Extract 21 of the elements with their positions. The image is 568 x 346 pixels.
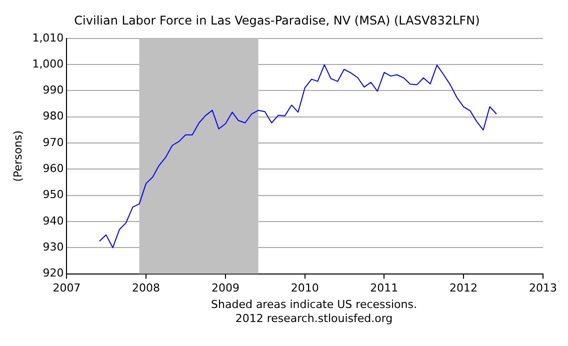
y-tick-label: 1,000 xyxy=(32,57,64,70)
y-axis-title: (Persons) xyxy=(11,130,24,182)
y-tick-label: 970 xyxy=(42,136,64,149)
y-tick-label: 980 xyxy=(42,110,64,123)
y-tick-label: 920 xyxy=(42,266,64,280)
x-tick-label: 2012 xyxy=(449,281,478,294)
y-tick-label: 990 xyxy=(42,84,64,97)
text: Shaded areas indicate US recessions. xyxy=(210,298,418,312)
x-tick-label: 2008 xyxy=(132,281,160,294)
x-tick-label: 2011 xyxy=(370,281,398,294)
text: 2012 research.stlouisfed.org xyxy=(234,312,394,326)
y-tick-label: 1,010 xyxy=(32,31,64,44)
x-tick-label: 2013 xyxy=(529,281,558,294)
chart-title: Civilian Labor Force in Las Vegas-Paradise, NV (MSA) (LASV832LFN) xyxy=(74,13,480,28)
y-tick-label: 940 xyxy=(42,214,64,228)
y-tick-label: 960 xyxy=(42,162,64,176)
x-tick-label: 2009 xyxy=(212,281,240,294)
y-tick-label: 930 xyxy=(42,240,64,254)
x-tick-label: 2007 xyxy=(52,281,81,294)
y-tick-label: 950 xyxy=(42,188,64,202)
x-tick-label: 2010 xyxy=(290,281,319,294)
